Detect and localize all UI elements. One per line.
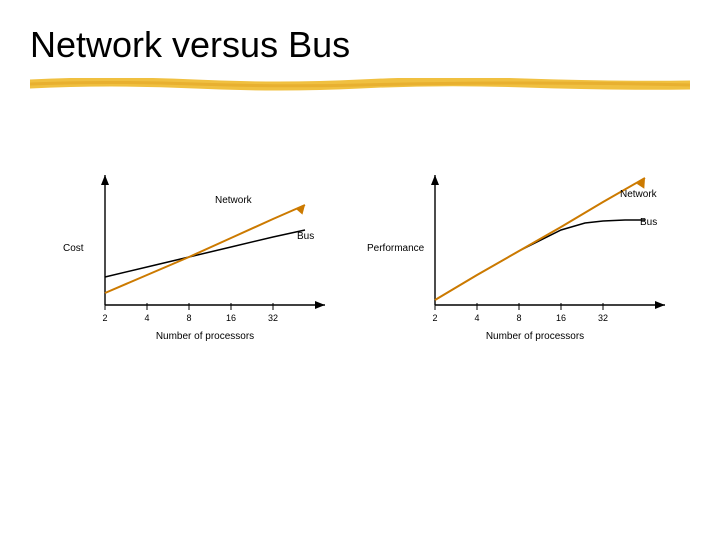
cost-tick-4: 32 [263,313,283,323]
cost-series-network: Network [215,195,252,206]
title-underline [30,78,690,92]
cost-tick-0: 2 [95,313,115,323]
perf-ylabel: Performance [367,243,424,254]
cost-series-bus: Bus [297,231,314,242]
cost-ylabel: Cost [63,243,84,254]
perf-tick-3: 16 [551,313,571,323]
perf-tick-0: 2 [425,313,445,323]
cost-chart: Cost Network Bus 2 4 8 16 32 Number of p… [65,175,355,375]
perf-xlabel: Number of processors [470,331,600,342]
perf-series-bus: Bus [640,217,657,228]
cost-tick-3: 16 [221,313,241,323]
perf-tick-1: 4 [467,313,487,323]
perf-tick-4: 32 [593,313,613,323]
perf-tick-2: 8 [509,313,529,323]
perf-series-network: Network [620,189,657,200]
page-title: Network versus Bus [30,24,350,66]
chart-area: Cost Network Bus 2 4 8 16 32 Number of p… [65,175,685,375]
slide: Network versus Bus [0,0,720,540]
cost-xlabel: Number of processors [140,331,270,342]
cost-tick-1: 4 [137,313,157,323]
performance-chart: Performance Network Bus 2 4 8 16 32 Numb… [395,175,685,375]
cost-tick-2: 8 [179,313,199,323]
